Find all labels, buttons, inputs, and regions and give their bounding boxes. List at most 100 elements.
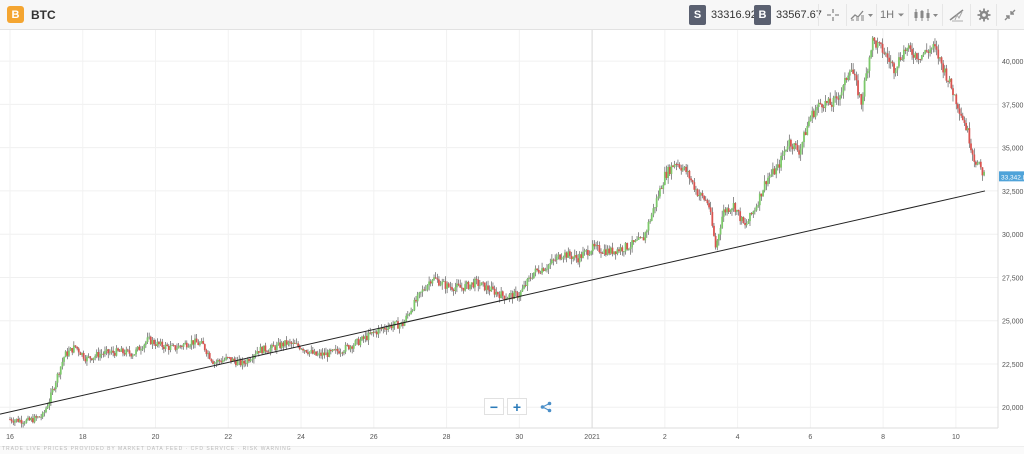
candle-body bbox=[541, 268, 543, 274]
candle-body bbox=[614, 251, 617, 255]
candle-body bbox=[691, 180, 694, 183]
candle-body bbox=[215, 361, 218, 363]
share-button[interactable] bbox=[536, 398, 556, 415]
candle-body bbox=[791, 146, 794, 150]
candle-body bbox=[104, 351, 106, 355]
candle-body bbox=[750, 212, 753, 215]
candle-body bbox=[36, 416, 39, 418]
candle-body bbox=[816, 106, 819, 111]
candle-body bbox=[591, 243, 594, 252]
candle-body bbox=[43, 412, 46, 413]
candle-body bbox=[477, 279, 480, 286]
settings-button[interactable] bbox=[970, 4, 996, 26]
collapse-button[interactable] bbox=[996, 4, 1022, 26]
candle-body bbox=[307, 352, 309, 354]
candle-body bbox=[678, 164, 681, 168]
crosshair-button[interactable] bbox=[818, 4, 846, 26]
candle-body bbox=[983, 171, 985, 176]
candle-body bbox=[180, 346, 183, 347]
candle-body bbox=[618, 249, 620, 252]
candlestick-button[interactable] bbox=[908, 4, 942, 26]
candle-body bbox=[847, 75, 850, 80]
candle-body bbox=[532, 272, 535, 278]
candles bbox=[9, 35, 985, 428]
candle-body bbox=[310, 350, 313, 352]
candle-body bbox=[907, 45, 910, 49]
candle-body bbox=[690, 178, 692, 181]
candle-body bbox=[17, 418, 20, 422]
candle-body bbox=[961, 115, 964, 121]
chart-toolbar: B BTC S 33316.92 B 33567.67 1H bbox=[0, 0, 1024, 30]
candle-body bbox=[634, 240, 637, 243]
candle-body bbox=[582, 252, 584, 258]
y-tick-label: 27,500 bbox=[1002, 275, 1024, 282]
timeframe-dropdown[interactable]: 1H bbox=[876, 4, 908, 26]
candle-body bbox=[18, 419, 21, 422]
candle-body bbox=[565, 252, 568, 258]
candle-body bbox=[113, 352, 116, 356]
candle-body bbox=[883, 52, 886, 54]
candle-body bbox=[282, 342, 285, 347]
price-chart[interactable]: 20,000 22,500 25,000 27,500 30,000 32,500 35,0… bbox=[0, 30, 1024, 446]
zoom-in-button[interactable]: + bbox=[507, 398, 527, 415]
candle-body bbox=[650, 214, 653, 221]
candle-body bbox=[889, 61, 892, 63]
candle-body bbox=[61, 361, 64, 367]
y-tick-label: 20,000 bbox=[1002, 405, 1024, 412]
candle-body bbox=[357, 338, 360, 346]
candle-body bbox=[280, 342, 283, 348]
candle-body bbox=[423, 289, 426, 291]
candle-body bbox=[950, 78, 953, 89]
candle-body bbox=[464, 284, 467, 291]
x-tick-label: 20 bbox=[152, 434, 160, 441]
candle-body bbox=[369, 332, 372, 334]
candle-body bbox=[657, 196, 660, 199]
drawing-tools-button[interactable] bbox=[942, 4, 970, 26]
chart-type-button[interactable] bbox=[846, 4, 876, 26]
candle-body bbox=[803, 132, 805, 143]
candle-body bbox=[631, 240, 634, 248]
candle-body bbox=[898, 57, 900, 67]
candle-body bbox=[891, 61, 894, 64]
candle-body bbox=[15, 418, 18, 421]
candle-body bbox=[192, 340, 195, 345]
chart-canvas: 20,000 22,500 25,000 27,500 30,000 32,500 35,0… bbox=[0, 30, 1024, 441]
sell-price-button[interactable]: S 33316.92 bbox=[689, 5, 757, 25]
candle-body bbox=[97, 351, 100, 358]
candle-body bbox=[500, 291, 503, 299]
candle-body bbox=[834, 96, 837, 98]
candle-body bbox=[488, 289, 491, 292]
candle-body bbox=[393, 321, 396, 326]
candle-body bbox=[888, 57, 891, 62]
zoom-out-button[interactable]: − bbox=[484, 398, 504, 415]
candle-body bbox=[208, 353, 211, 360]
candle-body bbox=[881, 43, 884, 53]
candle-body bbox=[30, 418, 33, 421]
candle-body bbox=[596, 245, 599, 246]
candle-body bbox=[346, 344, 349, 346]
candle-body bbox=[420, 291, 422, 293]
candle-body bbox=[934, 44, 936, 47]
candle-body bbox=[218, 359, 221, 362]
gear-icon bbox=[977, 8, 990, 22]
candle-body bbox=[379, 328, 381, 330]
candle-body bbox=[943, 68, 946, 73]
candle-body bbox=[501, 291, 504, 296]
candle-body bbox=[415, 299, 417, 302]
candle-body bbox=[148, 336, 151, 338]
candle-body bbox=[308, 351, 311, 354]
candle-body bbox=[122, 348, 124, 354]
collapse-icon bbox=[1004, 9, 1015, 21]
candle-body bbox=[709, 207, 712, 212]
candle-body bbox=[927, 51, 930, 53]
candle-body bbox=[531, 277, 534, 279]
candle-body bbox=[274, 346, 277, 351]
candle-body bbox=[285, 340, 288, 345]
candle-body bbox=[688, 170, 691, 179]
candle-body bbox=[539, 272, 542, 274]
candle-body bbox=[513, 291, 516, 299]
candle-body bbox=[20, 419, 23, 424]
candle-body bbox=[567, 251, 570, 258]
candle-body bbox=[804, 132, 807, 136]
buy-price-button[interactable]: B 33567.67 bbox=[754, 5, 822, 25]
